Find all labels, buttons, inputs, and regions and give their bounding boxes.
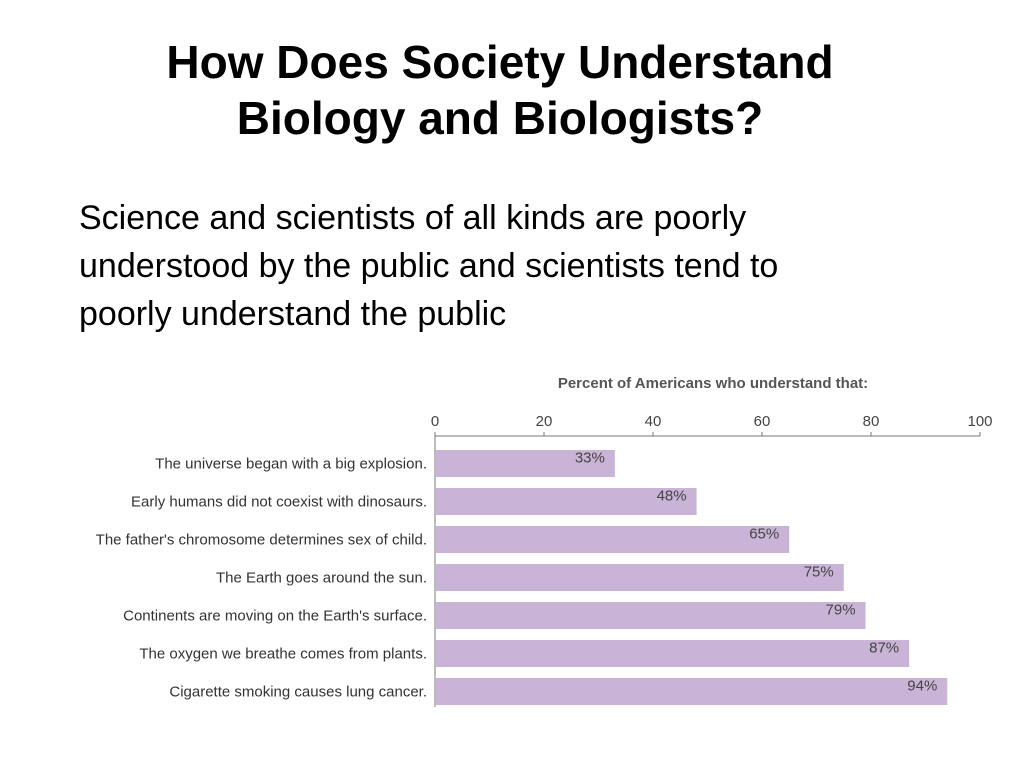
slide-body-text: Science and scientists of all kinds are … bbox=[79, 194, 959, 338]
slide-title: How Does Society Understand Biology and … bbox=[0, 34, 1000, 146]
category-label: Early humans did not coexist with dinosa… bbox=[131, 494, 427, 511]
slide-title-line: How Does Society Understand bbox=[166, 36, 834, 88]
x-tick-label: 100 bbox=[967, 413, 992, 430]
bar bbox=[436, 640, 910, 667]
bar bbox=[436, 450, 615, 477]
category-label: Cigarette smoking causes lung cancer. bbox=[169, 684, 427, 701]
bar bbox=[436, 526, 790, 553]
data-label: 75% bbox=[804, 564, 834, 581]
x-tick-label: 20 bbox=[536, 413, 553, 430]
category-label: The Earth goes around the sun. bbox=[216, 570, 427, 587]
data-label: 65% bbox=[749, 526, 779, 543]
body-text-line: understood by the public and scientists … bbox=[79, 247, 779, 285]
bar-chart: Percent of Americans who understand that… bbox=[96, 375, 993, 707]
x-tick-label: 0 bbox=[431, 413, 439, 430]
slide-title-line: Biology and Biologists? bbox=[236, 92, 764, 144]
bar bbox=[436, 564, 844, 591]
x-axis: 0 20 40 60 80 100 bbox=[431, 413, 993, 707]
category-label: The oxygen we breathe comes from plants. bbox=[139, 646, 427, 663]
body-text-line: Science and scientists of all kinds are … bbox=[79, 199, 747, 237]
category-label: The universe began with a big explosion. bbox=[155, 456, 427, 473]
x-tick-label: 60 bbox=[754, 413, 771, 430]
bar bbox=[436, 488, 697, 515]
bars: The universe began with a big explosion.… bbox=[96, 450, 948, 705]
category-label: The father's chromosome determines sex o… bbox=[96, 532, 427, 549]
body-text-line: poorly understand the public bbox=[79, 295, 507, 333]
data-label: 87% bbox=[869, 640, 899, 657]
bar bbox=[436, 678, 948, 705]
category-label: Continents are moving on the Earth's sur… bbox=[123, 608, 427, 625]
x-tick-label: 80 bbox=[863, 413, 880, 430]
x-tick-label: 40 bbox=[645, 413, 662, 430]
bar bbox=[436, 602, 866, 629]
data-label: 79% bbox=[826, 602, 856, 619]
data-label: 94% bbox=[907, 678, 937, 695]
data-label: 48% bbox=[657, 488, 687, 505]
chart-title: Percent of Americans who understand that… bbox=[558, 375, 868, 392]
data-label: 33% bbox=[575, 450, 605, 467]
